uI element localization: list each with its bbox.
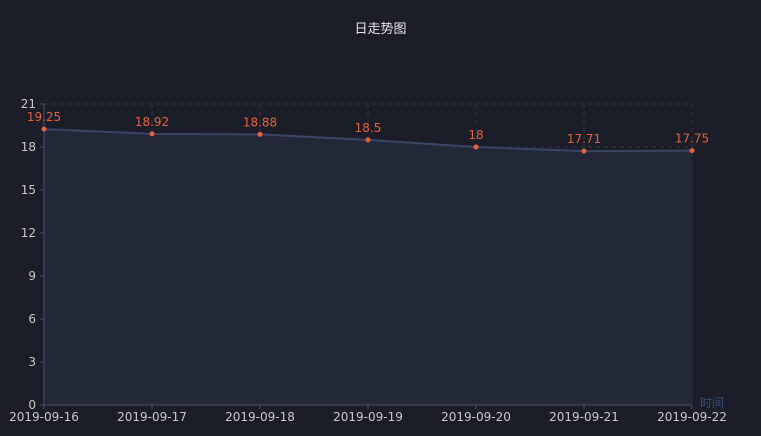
data-point [365, 137, 371, 143]
data-label: 18 [468, 128, 483, 142]
data-point [581, 148, 587, 154]
x-tick-label: 2019-09-19 [333, 410, 403, 424]
y-tick-label: 3 [28, 355, 36, 369]
y-tick-label: 9 [28, 269, 36, 283]
data-label: 19.25 [27, 110, 61, 124]
data-label: 17.71 [567, 132, 601, 146]
y-tick-label: 6 [28, 312, 36, 326]
data-point [149, 131, 155, 137]
x-tick-label: 2019-09-22 [657, 410, 727, 424]
data-point [473, 144, 479, 150]
x-tick-label: 2019-09-21 [549, 410, 619, 424]
x-tick-label: 2019-09-18 [225, 410, 295, 424]
x-tick-label: 2019-09-17 [117, 410, 187, 424]
y-tick-label: 15 [21, 183, 36, 197]
data-point [689, 148, 695, 154]
x-tick-label: 2019-09-16 [9, 410, 79, 424]
data-label: 18.5 [355, 121, 382, 135]
y-tick-label: 12 [21, 226, 36, 240]
data-label: 18.88 [243, 115, 277, 129]
series-area [44, 129, 692, 406]
y-tick-label: 18 [21, 140, 36, 154]
data-label: 17.75 [675, 132, 709, 146]
data-point [41, 126, 47, 132]
x-tick-label: 2019-09-20 [441, 410, 511, 424]
chart-title: 日走势图 [354, 22, 407, 37]
x-axis-label: 时间 [700, 396, 724, 410]
data-point [257, 131, 263, 137]
y-tick-label: 0 [28, 398, 36, 412]
data-label: 18.92 [135, 115, 169, 129]
y-tick-label: 21 [21, 97, 36, 111]
